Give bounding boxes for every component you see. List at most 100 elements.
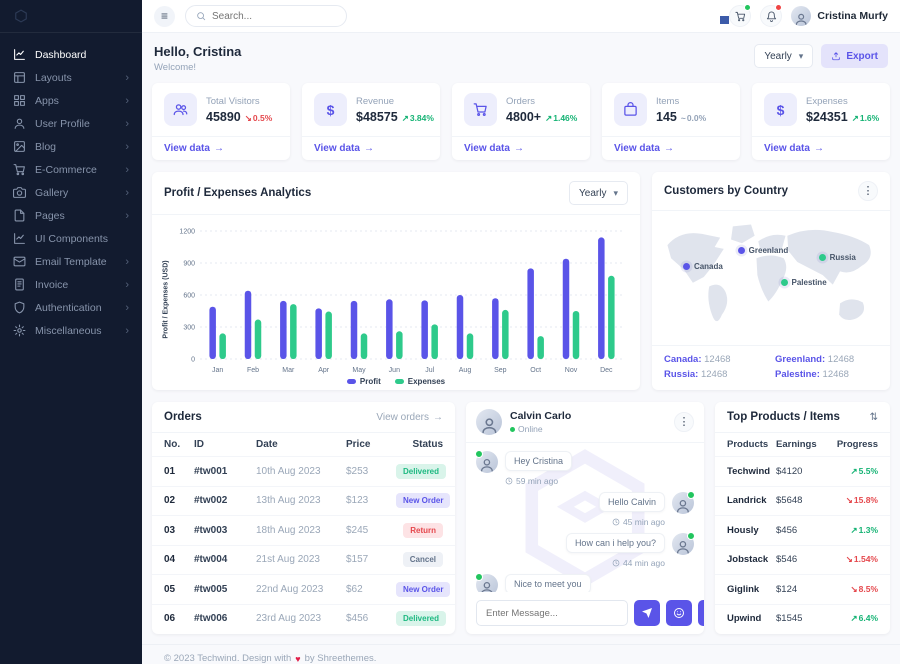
sidebar-item[interactable]: Layouts › — [0, 66, 142, 89]
chat-card: Calvin Carlo Online ⋮ — [466, 402, 704, 634]
sidebar-item[interactable]: Miscellaneous › — [0, 319, 142, 342]
chevron-down-icon: ▾ — [798, 51, 804, 61]
message-avatar — [672, 532, 695, 555]
svg-text:600: 600 — [183, 293, 195, 300]
sidebar-item[interactable]: Dashboard — [0, 43, 142, 66]
chat-message-input[interactable] — [476, 600, 628, 626]
kpi-label: Total Visitors — [206, 95, 260, 107]
kpi-delta: 0.5% — [245, 113, 272, 124]
sidebar-item[interactable]: Pages › — [0, 204, 142, 227]
sidebar-item[interactable]: Authentication › — [0, 296, 142, 319]
legend-item: Profit — [346, 377, 381, 386]
progress-delta: 6.4% — [851, 613, 879, 623]
kpi-delta: 1.6% — [852, 113, 879, 124]
sidebar-item[interactable]: Apps › — [0, 89, 142, 112]
view-data-link[interactable]: View data → — [452, 136, 590, 160]
sidebar-item-label: Apps — [35, 94, 59, 107]
message-avatar — [672, 491, 695, 514]
message-bubble: Nice to meet you — [505, 574, 591, 592]
arrow-right-icon: → — [363, 143, 374, 154]
cart-badge-dot — [744, 4, 752, 11]
kpi-value: $48575 3.84% — [356, 110, 434, 124]
notifications-button[interactable] — [760, 4, 783, 27]
page-title: Hello, Cristina — [154, 44, 242, 59]
search-input[interactable] — [212, 10, 336, 22]
sidebar-item[interactable]: Gallery › — [0, 181, 142, 204]
view-data-link[interactable]: View data → — [602, 136, 740, 160]
export-button[interactable]: Export — [821, 44, 888, 68]
map-card-menu-button[interactable]: ⋮ — [858, 181, 878, 201]
products-table-body: Techwind $4120 5.5% Landrick $5648 15.8%… — [715, 456, 890, 633]
svg-text:Aug: Aug — [459, 367, 472, 374]
heart-icon: ♥ — [295, 653, 301, 664]
kpi-card: $ Expenses $24351 1.6% View data → — [752, 83, 890, 160]
period-select[interactable]: Yearly ▾ — [754, 44, 814, 68]
menu-toggle-button[interactable]: ≡ — [154, 5, 175, 27]
table-row: Jobstack $546 1.54% — [715, 544, 890, 575]
svg-text:Apr: Apr — [318, 367, 330, 374]
kpi-card: Total Visitors 45890 0.5% View data → — [152, 83, 290, 160]
map-marker: Canada — [682, 262, 723, 271]
kpi-value: 45890 0.5% — [206, 110, 272, 124]
chat-menu-button[interactable]: ⋮ — [674, 412, 694, 432]
country-stat: Russia: 12468 — [664, 369, 728, 380]
kpi-value: 145 0.0% — [656, 110, 706, 124]
chat-online-status: Online — [510, 424, 571, 434]
cart-button[interactable] — [729, 4, 752, 27]
chat-message: Hello Calvin 45 min ago — [476, 491, 695, 527]
kpi-icon — [464, 93, 497, 126]
sidebar-item-icon — [13, 255, 26, 268]
search-box[interactable] — [185, 5, 347, 27]
chevron-right-icon: › — [125, 94, 129, 107]
bottom-row: Orders View orders → No. ID Date Price S… — [152, 402, 890, 634]
country-stat: Greenland: 12468 — [775, 354, 855, 365]
products-table-header: Products Earnings Progress — [715, 432, 890, 456]
table-row: Hously $456 1.3% — [715, 515, 890, 545]
table-row: Landrick $5648 15.8% — [715, 485, 890, 516]
export-icon — [831, 51, 841, 61]
bell-icon — [766, 11, 777, 22]
message-timestamp: 44 min ago — [476, 558, 665, 568]
profit-expenses-bar-chart: 0 300 600 900 1200 Jan Feb Mar Apr May Jun Jul Aug Se… — [179, 229, 624, 374]
chevron-right-icon: › — [125, 278, 129, 291]
sidebar-item-icon — [13, 324, 26, 337]
status-badge: Delivered — [396, 463, 447, 479]
user-menu[interactable]: Cristina Murfy — [791, 6, 888, 26]
chart-period-select[interactable]: Yearly ▾ — [569, 181, 628, 205]
dashboard-content: Hello, Cristina Welcome! Yearly ▾ Export — [142, 33, 900, 664]
clock-icon — [612, 518, 620, 526]
sidebar-item-label: Miscellaneous — [35, 324, 102, 337]
emoji-button[interactable] — [666, 600, 692, 626]
profit-expenses-card: Profit / Expenses Analytics Yearly ▾ Pro… — [152, 172, 640, 390]
sidebar: Dashboard Layouts › Apps › User Profile … — [0, 0, 142, 664]
chevron-right-icon: › — [125, 117, 129, 130]
chart-y-axis-label: Profit / Expenses (USD) — [162, 259, 170, 339]
arrow-right-icon: → — [213, 143, 224, 154]
sidebar-item[interactable]: E-Commerce › — [0, 158, 142, 181]
sidebar-item[interactable]: Invoice › — [0, 273, 142, 296]
sidebar-item-icon — [13, 209, 26, 222]
view-data-link[interactable]: View data → — [152, 136, 290, 160]
view-data-link[interactable]: View data → — [752, 136, 890, 160]
progress-delta: 8.5% — [851, 584, 879, 594]
sidebar-item-label: Email Template — [35, 255, 107, 268]
sidebar-item[interactable]: User Profile › — [0, 112, 142, 135]
view-data-link[interactable]: View data → — [302, 136, 440, 160]
voice-message-button[interactable] — [698, 600, 704, 626]
sidebar-item[interactable]: Email Template › — [0, 250, 142, 273]
sidebar-item[interactable]: UI Components — [0, 227, 142, 250]
sidebar-item-icon — [13, 94, 26, 107]
message-bubble: How can i help you? — [565, 533, 665, 553]
sidebar-item[interactable]: Blog › — [0, 135, 142, 158]
arrow-right-icon: → — [433, 411, 443, 423]
sidebar-item-icon — [13, 163, 26, 176]
sidebar-item-icon — [13, 140, 26, 153]
table-row: 01 #tw001 10th Aug 2023 $253 Delivered — [152, 456, 455, 486]
view-orders-link[interactable]: View orders → — [376, 411, 443, 423]
sort-icon[interactable]: ⇅ — [869, 411, 878, 423]
chevron-right-icon: › — [125, 71, 129, 84]
send-message-button[interactable] — [634, 600, 660, 626]
chevron-right-icon: › — [125, 186, 129, 199]
svg-text:Jan: Jan — [212, 367, 223, 374]
topbar-actions: Cristina Murfy — [720, 4, 888, 27]
